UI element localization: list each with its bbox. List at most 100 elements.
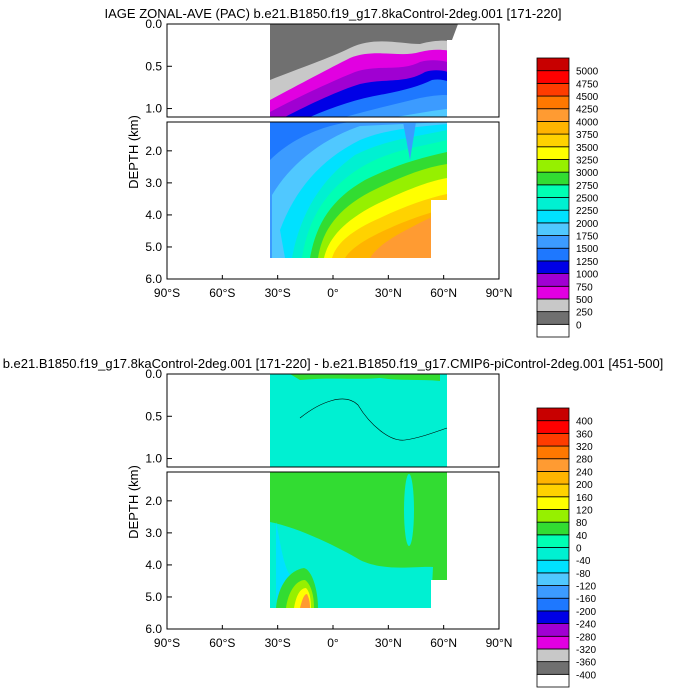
diff-upper-line <box>299 398 448 441</box>
colorbar-swatch <box>536 121 570 135</box>
panel-iage-title: IAGE ZONAL-AVE (PAC) b.e21.B1850.f19_g17… <box>105 6 562 21</box>
y-tick-label: 4.0 <box>145 208 162 222</box>
colorbar-label: 500 <box>576 295 593 306</box>
field-lower-orange <box>370 212 447 258</box>
y-tick-label: 6.0 <box>145 622 162 636</box>
colorbar-label: -320 <box>576 645 596 656</box>
diff-lower-aqua-lens <box>404 474 414 546</box>
colorbar-swatch <box>536 311 570 325</box>
colorbar-label: -160 <box>576 594 596 605</box>
colorbar-label: 250 <box>576 308 593 319</box>
colorbar-label: -40 <box>576 556 591 567</box>
y-tick-label: 0.0 <box>145 367 162 381</box>
panel-diff-upper-frame <box>166 373 500 468</box>
panel-iage-upper-frame <box>166 23 500 118</box>
colorbar-label: 3500 <box>576 143 599 154</box>
y-tick-label: 0.5 <box>145 59 162 73</box>
colorbar-swatch <box>536 496 570 510</box>
colorbar-swatch <box>536 458 570 472</box>
colorbar-label: -200 <box>576 607 596 618</box>
colorbar-label: 5000 <box>576 67 599 78</box>
colorbar-swatch <box>536 547 570 561</box>
diff-lower-bottom-mask <box>167 608 499 629</box>
colorbar-label: 280 <box>576 455 593 466</box>
colorbar-swatch <box>536 521 570 536</box>
colorbar-swatch <box>536 222 570 236</box>
x-tick-label: 90°S <box>154 286 180 300</box>
panel-diff-title: b.e21.B1850.f19_g17.8kaControl-2deg.001 … <box>3 356 664 371</box>
colorbar-label: 360 <box>576 429 593 440</box>
colorbar-label: 160 <box>576 493 593 504</box>
panel-diff: b.e21.B1850.f19_g17.8kaControl-2deg.001 … <box>3 356 664 688</box>
colorbar-swatch <box>536 247 570 262</box>
y-tick-label: 1.0 <box>145 452 162 466</box>
colorbar-swatch <box>536 184 570 198</box>
colorbar-label: 1750 <box>576 232 599 243</box>
x-tick-label: 60°N <box>430 286 457 300</box>
colorbar-swatch <box>536 635 570 650</box>
colorbar-label: 240 <box>576 467 593 478</box>
colorbar-swatch <box>536 420 570 434</box>
colorbar-swatch <box>536 661 570 675</box>
colorbar-swatch <box>536 483 570 498</box>
colorbar-label: 750 <box>576 282 593 293</box>
colorbar-swatch <box>536 323 570 338</box>
colorbar-label: 3250 <box>576 155 599 166</box>
y-tick-label: 3.0 <box>145 176 162 190</box>
panel-iage: IAGE ZONAL-AVE (PAC) b.e21.B1850.f19_g17… <box>105 6 599 338</box>
colorbar-swatch <box>536 572 570 586</box>
colorbar-swatch <box>536 209 570 224</box>
colorbar-swatch <box>536 432 570 447</box>
colorbar-swatch <box>536 673 570 688</box>
field-lower-notch <box>403 122 416 160</box>
colorbar-label: -80 <box>576 569 591 580</box>
colorbar-swatch <box>536 57 570 72</box>
colorbar-label: 200 <box>576 480 593 491</box>
colorbar-swatch <box>536 623 570 637</box>
colorbar-label: 3000 <box>576 168 599 179</box>
y-tick-label: 5.0 <box>145 240 162 254</box>
colorbar-swatch <box>536 95 570 110</box>
colorbar-swatch <box>536 407 570 422</box>
colorbar-swatch <box>536 197 570 211</box>
colorbar-swatch <box>536 273 570 287</box>
field-lower-bottom-mask <box>167 258 499 279</box>
diff-upper-aqua <box>270 374 447 467</box>
colorbar-swatch <box>536 610 570 624</box>
colorbar-swatch <box>536 445 570 460</box>
colorbar-swatch <box>536 559 570 574</box>
panel-diff-upper-field <box>270 374 448 467</box>
field-light-blue-band <box>345 94 455 117</box>
colorbar-swatch <box>536 298 570 313</box>
x-tick-label: 0° <box>327 636 339 650</box>
colorbar-swatch <box>536 597 570 612</box>
colorbar-label: 0 <box>576 320 582 331</box>
colorbar-label: 400 <box>576 417 593 428</box>
field-gray-tab <box>440 24 458 40</box>
colorbar-label: -360 <box>576 658 596 669</box>
x-tick-label: 30°N <box>375 636 402 650</box>
colorbar-label: -120 <box>576 582 596 593</box>
x-tick-label: 30°S <box>265 636 291 650</box>
x-tick-label: 30°N <box>375 286 402 300</box>
x-tick-label: 90°N <box>486 636 513 650</box>
y-tick-label: 0.0 <box>145 17 162 31</box>
diff-upper-green-strip <box>290 374 440 381</box>
x-tick-label: 90°S <box>154 636 180 650</box>
diff-lower-orange-plume <box>300 594 310 608</box>
colorbar-label: -400 <box>576 670 596 681</box>
colorbar-swatch <box>536 171 570 186</box>
colorbar-label: 4000 <box>576 117 599 128</box>
colorbar-label: 320 <box>576 442 593 453</box>
colorbar-label: -240 <box>576 620 596 631</box>
panel-iage-ylabel: DEPTH (km) <box>126 115 141 189</box>
colorbar-swatch <box>536 534 570 548</box>
colorbar-swatch <box>536 260 570 274</box>
colorbar-swatch <box>536 509 570 523</box>
colorbar-label: 2750 <box>576 181 599 192</box>
colorbar-label: 4750 <box>576 79 599 90</box>
colorbar-swatch <box>536 585 570 599</box>
y-tick-label: 2.0 <box>145 144 162 158</box>
